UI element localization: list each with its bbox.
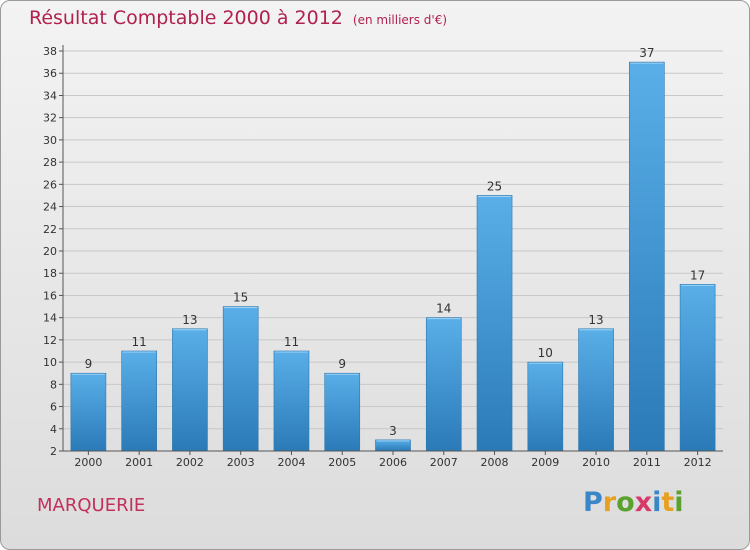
- data-label: 10: [538, 346, 553, 360]
- y-tick-label: 22: [43, 223, 57, 236]
- y-tick-label: 24: [43, 201, 57, 214]
- bar-2011: [629, 61, 665, 452]
- data-label: 17: [690, 268, 705, 282]
- chart-title: Résultat Comptable 2000 à 2012 (en millie…: [29, 7, 447, 29]
- data-label: 9: [85, 357, 93, 371]
- data-label: 15: [233, 291, 248, 305]
- grid-lines: [63, 50, 723, 452]
- y-tick-label: 20: [43, 245, 57, 258]
- data-label: 25: [487, 179, 502, 193]
- bar-2010: [578, 328, 614, 452]
- y-tick-label: 12: [43, 334, 57, 347]
- x-tick-label: 2011: [633, 456, 661, 469]
- bar-2008: [476, 195, 513, 452]
- x-tick-label: 2007: [430, 456, 458, 469]
- x-tick-label: 2008: [481, 456, 509, 469]
- data-label: 3: [389, 424, 397, 438]
- data-label: 14: [436, 302, 451, 316]
- x-tick-label: 2004: [277, 456, 305, 469]
- y-tick-label: 32: [43, 112, 57, 125]
- bar-2009: [527, 361, 564, 452]
- y-tick-label: 30: [43, 134, 57, 147]
- x-tick-label: 2005: [328, 456, 356, 469]
- x-tick-label: 2000: [74, 456, 102, 469]
- y-tick-label: 14: [43, 312, 57, 325]
- bar-2005: [324, 372, 361, 452]
- logo-letter: t: [661, 487, 675, 518]
- y-tick-label: 38: [43, 45, 57, 58]
- y-tick-label: 28: [43, 156, 57, 169]
- bars: 9 11 13 15 11 9 3 14 25 10 13 37 17: [70, 46, 716, 452]
- y-tick-label: 6: [50, 401, 57, 414]
- y-tick-label: 26: [43, 178, 57, 191]
- x-tick-label: 2006: [379, 456, 407, 469]
- logo-letter: r: [602, 487, 617, 518]
- y-tick-label: 4: [50, 423, 57, 436]
- y-tick-label: 8: [50, 378, 57, 391]
- logo-letter: i: [652, 487, 662, 518]
- x-tick-label: 2012: [684, 456, 712, 469]
- data-label: 13: [588, 313, 603, 327]
- x-tick-label: 2010: [582, 456, 610, 469]
- x-tick-label: 2001: [125, 456, 153, 469]
- x-tick-label: 2003: [227, 456, 255, 469]
- data-label: 37: [639, 46, 654, 60]
- chart-title-text: Résultat Comptable 2000 à 2012: [29, 7, 343, 29]
- bar-2001: [121, 350, 157, 452]
- bar-2002: [172, 328, 208, 452]
- logo-letter: i: [674, 487, 684, 518]
- bar-2006: [375, 439, 411, 452]
- y-tick-label: 36: [43, 67, 57, 80]
- y-tick-label: 18: [43, 267, 57, 280]
- y-tick-label: 10: [43, 356, 57, 369]
- proxiti-logo: Proxiti: [583, 487, 684, 518]
- data-label: 11: [284, 335, 299, 349]
- bar-2000: [70, 372, 107, 452]
- x-tick-label: 2009: [531, 456, 559, 469]
- bar-2007: [425, 317, 462, 452]
- data-label: 13: [182, 313, 197, 327]
- logo-letter: P: [583, 487, 603, 518]
- bar-2004: [273, 350, 310, 452]
- bar-2012: [679, 284, 716, 452]
- data-label: 9: [338, 357, 346, 371]
- chart-unit: (en milliers d'€): [352, 13, 448, 27]
- commune-name: MARQUERIE: [37, 495, 146, 516]
- logo-letter: x: [634, 487, 653, 518]
- x-tick-label: 2002: [176, 456, 204, 469]
- bar-2003: [222, 306, 259, 452]
- y-tick-label: 34: [43, 89, 57, 102]
- data-label: 11: [132, 335, 147, 349]
- logo-letter: o: [616, 487, 635, 518]
- y-tick-label: 2: [50, 445, 57, 458]
- y-tick-label: 16: [43, 289, 57, 302]
